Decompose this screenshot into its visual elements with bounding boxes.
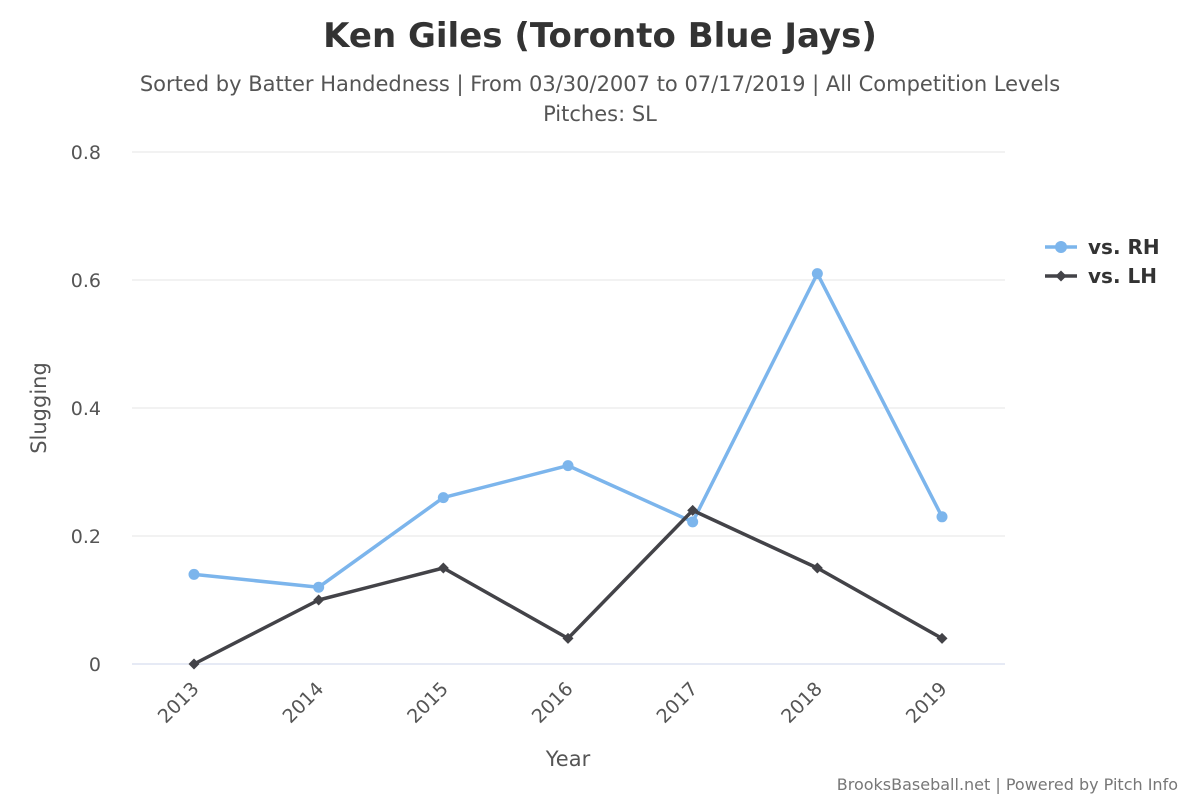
data-point-vs-rh	[562, 460, 574, 472]
y-axis-title: Slugging	[27, 362, 51, 454]
data-point-vs-rh	[687, 516, 699, 528]
series-vs-rh	[188, 268, 948, 593]
legend-label-vs-rh: vs. RH	[1088, 235, 1160, 259]
y-tick-label: 0.2	[71, 526, 101, 548]
legend-item-vs-rh: vs. RH	[1045, 235, 1160, 259]
series-vs-lh	[188, 504, 948, 670]
x-axis-title: Year	[545, 747, 591, 771]
data-point-vs-lh	[313, 594, 325, 606]
y-tick-label: 0	[89, 654, 101, 676]
y-axis-ticks: 0 0.2 0.4 0.6 0.8	[71, 142, 101, 676]
data-point-vs-rh	[188, 568, 200, 580]
legend-marker-vs-rh	[1055, 241, 1067, 253]
y-tick-label: 0.4	[71, 398, 101, 420]
y-tick-label: 0.8	[71, 142, 101, 164]
legend-item-vs-lh: vs. LH	[1045, 264, 1157, 288]
data-point-vs-lh	[687, 504, 699, 516]
chart-subtitle-line-2: Pitches: SL	[543, 102, 657, 126]
data-point-vs-lh	[562, 632, 574, 644]
legend-marker-vs-lh	[1055, 270, 1067, 282]
series-layer	[188, 268, 948, 670]
data-point-vs-rh	[437, 492, 449, 504]
data-point-vs-lh	[936, 632, 948, 644]
legend: vs. RH vs. LH	[1045, 235, 1160, 288]
data-point-vs-rh	[313, 581, 325, 593]
legend-label-vs-lh: vs. LH	[1088, 264, 1157, 288]
y-tick-label: 0.6	[71, 270, 101, 292]
data-point-vs-lh	[811, 562, 823, 574]
data-point-vs-rh	[936, 511, 948, 523]
grid-lines	[132, 151, 1005, 665]
data-point-vs-lh	[188, 658, 200, 670]
chart-credits: BrooksBaseball.net | Powered by Pitch In…	[837, 775, 1178, 794]
chart-subtitle-line-1: Sorted by Batter Handedness | From 03/30…	[140, 72, 1060, 97]
data-point-vs-rh	[811, 268, 823, 280]
chart-title: Ken Giles (Toronto Blue Jays)	[323, 16, 877, 56]
data-point-vs-lh	[437, 562, 449, 574]
